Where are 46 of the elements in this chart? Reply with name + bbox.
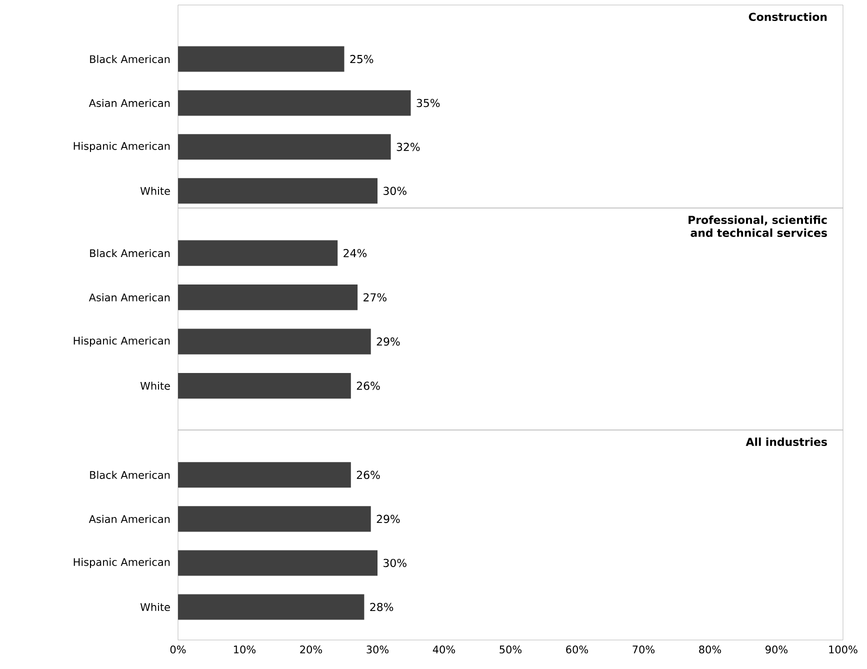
x-tick-label: 100% — [829, 646, 858, 654]
bar — [178, 240, 338, 266]
text: Professional, scientific and technical services — [688, 216, 827, 237]
data-label: 35% — [416, 98, 440, 108]
bar — [178, 284, 358, 310]
x-tick-label: 80% — [699, 646, 722, 654]
data-label: 32% — [396, 142, 420, 152]
y-tick-label: Asian American — [88, 293, 170, 302]
y-tick-label: Asian American — [88, 514, 170, 523]
data-label: 29% — [376, 337, 400, 346]
y-tick-label: White — [140, 186, 170, 195]
data-label: 30% — [384, 558, 406, 568]
y-tick-label: Asian American — [88, 98, 170, 108]
bar — [178, 46, 344, 72]
x-tick-label: 0% — [170, 646, 186, 654]
text: Construction — [748, 12, 827, 21]
y-tick-label: White — [140, 602, 170, 612]
data-label: 27% — [364, 293, 386, 302]
x-tick-label: 40% — [432, 646, 456, 654]
data-label: 26% — [356, 470, 380, 480]
data-label: 28% — [370, 602, 394, 612]
bar — [178, 328, 371, 354]
bar — [178, 372, 351, 399]
y-tick-label: Black American — [90, 249, 170, 258]
y-tick-label: Hispanic American — [74, 558, 170, 568]
data-label: 29% — [376, 514, 400, 524]
data-label: 24% — [344, 248, 367, 258]
x-tick-label: 20% — [300, 646, 322, 654]
y-tick-label: White — [140, 382, 170, 390]
data-label: 30% — [384, 186, 406, 196]
x-tick-label: 10% — [234, 646, 256, 654]
x-tick-label: 30% — [366, 646, 389, 654]
data-label: 25% — [350, 54, 374, 64]
x-tick-label: 90% — [766, 646, 788, 654]
text: All industries — [746, 438, 827, 446]
y-tick-label: Black American — [90, 55, 170, 64]
x-tick-label: 50% — [500, 646, 522, 654]
bar — [178, 134, 391, 160]
x-tick-label: 60% — [566, 646, 588, 654]
y-tick-label: Hispanic American — [74, 142, 170, 152]
x-tick-label: 70% — [632, 646, 655, 654]
y-tick-label: Black American — [90, 470, 170, 479]
y-tick-label: Hispanic American — [74, 336, 170, 347]
data-label: 26% — [356, 382, 380, 390]
bar — [178, 178, 378, 204]
bar — [178, 90, 411, 116]
